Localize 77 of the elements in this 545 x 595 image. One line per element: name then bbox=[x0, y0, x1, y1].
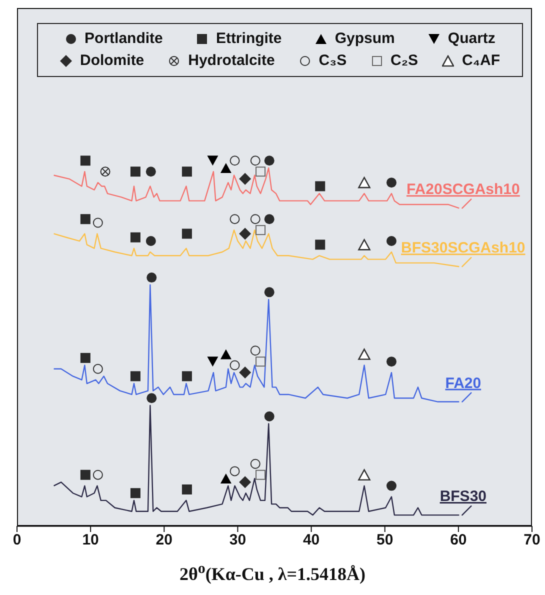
x-tick-label: 10 bbox=[82, 532, 99, 549]
point bbox=[182, 228, 192, 239]
point bbox=[146, 166, 156, 177]
x-tick-label: 60 bbox=[450, 532, 467, 549]
point bbox=[256, 356, 266, 367]
point bbox=[182, 166, 192, 177]
point bbox=[220, 474, 232, 484]
point bbox=[256, 225, 266, 236]
point bbox=[239, 172, 252, 185]
point bbox=[92, 364, 103, 374]
point bbox=[230, 156, 240, 166]
point bbox=[386, 236, 396, 246]
point bbox=[239, 366, 252, 379]
point bbox=[80, 156, 90, 166]
point bbox=[130, 371, 140, 382]
x-axis-title: 2θ$^{o}$(Kα-Cu , λ=1.5418Å) bbox=[178, 561, 367, 585]
point bbox=[239, 476, 252, 488]
point bbox=[250, 214, 260, 224]
point bbox=[146, 393, 157, 404]
point bbox=[130, 488, 140, 498]
point bbox=[230, 214, 240, 224]
point bbox=[230, 466, 240, 476]
point bbox=[207, 156, 218, 166]
legend-label: Gypsum bbox=[334, 29, 395, 49]
point bbox=[250, 346, 260, 356]
legend-label: Dolomite bbox=[80, 51, 144, 71]
series-label: FA20SCGAsh10 bbox=[406, 181, 520, 198]
legend-label: Portlandite bbox=[84, 29, 163, 49]
point bbox=[220, 162, 232, 173]
x-tick-label: 70 bbox=[524, 532, 540, 549]
x-tick-label: 30 bbox=[229, 532, 246, 549]
point bbox=[207, 356, 218, 367]
legend-label: C₄AF bbox=[462, 51, 500, 71]
point bbox=[358, 176, 370, 188]
point bbox=[220, 349, 232, 360]
point bbox=[264, 214, 274, 224]
point bbox=[250, 458, 260, 469]
point bbox=[264, 287, 274, 298]
point bbox=[386, 356, 396, 367]
legend-label: C₂S bbox=[390, 51, 418, 71]
point bbox=[256, 470, 266, 480]
point bbox=[239, 228, 252, 240]
legend-label: Ettringite bbox=[216, 29, 282, 49]
point bbox=[264, 411, 274, 422]
legend-label: Hydrotalcite bbox=[188, 51, 275, 71]
point bbox=[256, 166, 266, 177]
x-tick-label: 40 bbox=[302, 532, 320, 549]
point bbox=[315, 240, 326, 250]
legend-label: C₃S bbox=[318, 51, 347, 71]
point bbox=[182, 484, 192, 494]
x-tick-label: 20 bbox=[156, 532, 172, 549]
point bbox=[250, 156, 260, 166]
point bbox=[130, 232, 140, 242]
point bbox=[386, 480, 396, 491]
point bbox=[386, 178, 396, 188]
series-label: BFS30 bbox=[440, 488, 487, 506]
legend-label: Quartz bbox=[448, 29, 496, 49]
point bbox=[80, 470, 90, 480]
point bbox=[358, 348, 370, 360]
point bbox=[230, 360, 240, 370]
point bbox=[182, 371, 192, 382]
point bbox=[146, 236, 156, 246]
point bbox=[146, 272, 157, 283]
x-tick-label: 50 bbox=[376, 532, 394, 549]
point bbox=[100, 166, 110, 177]
point bbox=[80, 214, 90, 224]
point bbox=[315, 181, 326, 192]
point bbox=[92, 470, 103, 480]
series-label: FA20 bbox=[445, 374, 482, 392]
point bbox=[358, 469, 370, 480]
series-label: BFS30SCGAsh10 bbox=[401, 240, 526, 257]
point bbox=[80, 352, 90, 363]
point bbox=[130, 166, 140, 177]
point bbox=[92, 218, 103, 228]
point bbox=[358, 239, 370, 250]
x-tick-label: 0 bbox=[12, 532, 22, 549]
point bbox=[264, 156, 274, 166]
